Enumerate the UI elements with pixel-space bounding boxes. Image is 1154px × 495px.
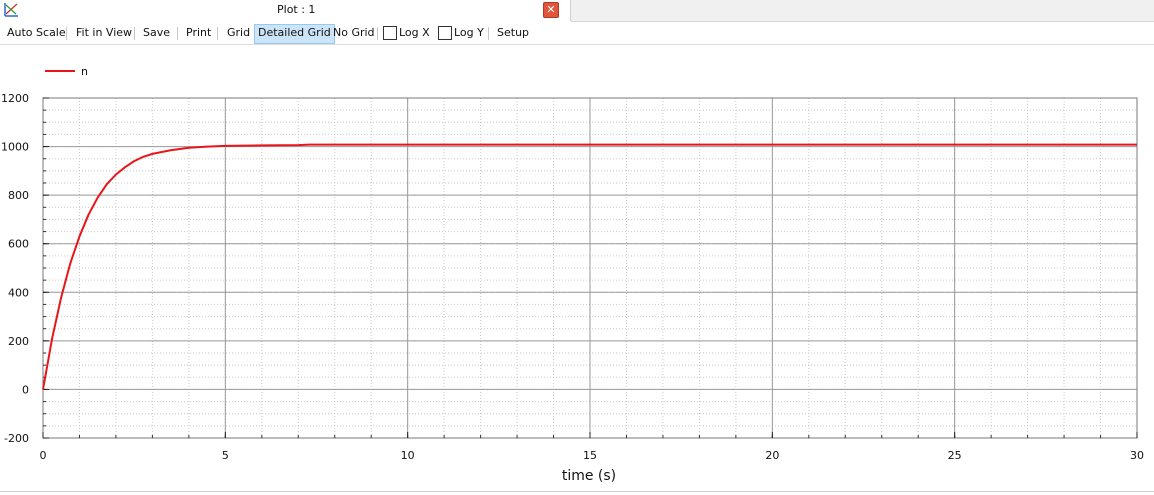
plot-app-icon	[4, 3, 18, 17]
major-grid	[42, 97, 1138, 439]
x-tick-label: 0	[40, 449, 47, 462]
x-tick-label: 20	[765, 449, 779, 462]
y-tick-label: 200	[8, 335, 29, 348]
detailed-grid-button[interactable]: Detailed Grid	[254, 24, 335, 44]
log-x-label[interactable]: Log X	[399, 26, 430, 39]
x-axis-labels: 0 5 10 15 20 25 30	[40, 449, 1145, 462]
log-x-checkbox[interactable]	[383, 26, 397, 40]
toolbar-separator	[134, 27, 135, 40]
series-line-n	[42, 143, 1137, 390]
x-tick-label: 25	[948, 449, 962, 462]
plot-canvas[interactable]: -200 0 200 400 600 800 1000 1200 0 5 10 15 20 25 30 t…	[0, 45, 1154, 491]
series-group	[42, 143, 1137, 390]
title-bar: Plot : 1 ✕	[0, 0, 1154, 22]
y-tick-label: 1000	[1, 141, 29, 154]
window-title: Plot : 1	[277, 3, 316, 16]
bottom-border	[0, 491, 1154, 492]
window-tab[interactable]: Plot : 1 ✕	[0, 0, 571, 21]
fit-in-view-button[interactable]: Fit in View	[76, 26, 133, 39]
legend[interactable]: n	[45, 65, 88, 78]
close-icon[interactable]: ✕	[543, 2, 559, 18]
print-button[interactable]: Print	[186, 26, 212, 39]
axis-ticks	[42, 97, 1138, 439]
save-button[interactable]: Save	[143, 26, 171, 39]
grid-button[interactable]: Grid	[227, 26, 251, 39]
x-tick-label: 10	[401, 449, 415, 462]
no-grid-button[interactable]: No Grid	[333, 26, 375, 39]
setup-button[interactable]: Setup	[497, 26, 530, 39]
toolbar-separator	[66, 27, 67, 40]
toolbar-separator	[177, 27, 178, 40]
auto-scale-button[interactable]: Auto Scale	[7, 26, 66, 39]
plot-toolbar: Auto Scale Fit in View Save Print Grid D…	[0, 22, 1154, 45]
y-tick-label: 1200	[1, 92, 29, 105]
log-y-checkbox[interactable]	[438, 26, 452, 40]
y-tick-label: 0	[22, 383, 29, 396]
toolbar-separator	[488, 27, 489, 40]
x-axis-title: time (s)	[562, 468, 616, 484]
y-tick-label: -200	[4, 432, 29, 445]
x-tick-label: 15	[583, 449, 597, 462]
y-tick-label: 400	[8, 286, 29, 299]
x-tick-label: 30	[1130, 449, 1144, 462]
x-tick-label: 5	[222, 449, 229, 462]
log-y-label[interactable]: Log Y	[454, 26, 484, 39]
tab-bar-empty	[571, 0, 1154, 22]
y-axis-labels: -200 0 200 400 600 800 1000 1200	[1, 92, 29, 445]
legend-label-n: n	[81, 65, 88, 78]
toolbar-separator	[217, 27, 218, 40]
y-tick-label: 800	[8, 189, 29, 202]
y-tick-label: 600	[8, 238, 29, 251]
toolbar-separator	[377, 27, 378, 40]
